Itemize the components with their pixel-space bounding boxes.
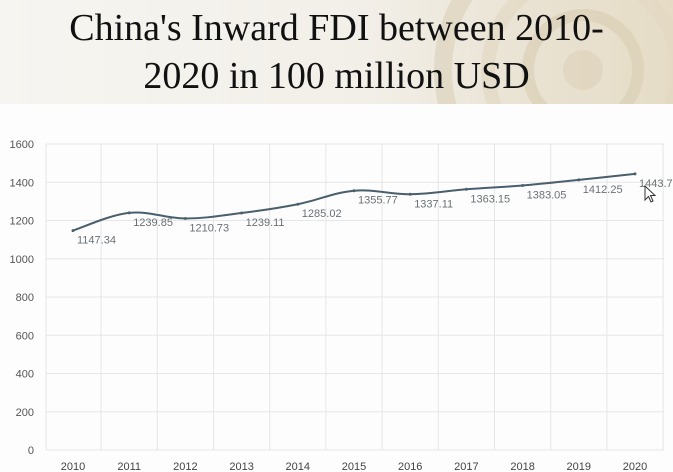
data-point xyxy=(296,202,300,206)
data-point xyxy=(183,216,187,220)
data-point xyxy=(352,189,356,193)
y-tick-label: 1600 xyxy=(10,139,34,151)
chart-panel: 0 200 400 600 800 1000 1200 1400 1600 2010 2011 201… xyxy=(0,104,673,472)
data-point xyxy=(408,192,412,196)
data-label: 1239.85 xyxy=(133,217,173,229)
x-tick-label: 2012 xyxy=(173,461,197,472)
data-label: 1210.73 xyxy=(189,222,229,234)
y-tick-label: 800 xyxy=(16,292,34,304)
data-point xyxy=(464,187,468,191)
data-point xyxy=(577,178,581,182)
x-tick-label: 2014 xyxy=(286,461,310,472)
data-point xyxy=(71,229,75,233)
x-tick-label: 2017 xyxy=(454,461,478,472)
x-tick-label: 2016 xyxy=(398,461,422,472)
y-tick-label: 1000 xyxy=(10,254,34,266)
x-tick-label: 2013 xyxy=(229,461,253,472)
x-tick-label: 2020 xyxy=(623,461,647,472)
x-tick-label: 2018 xyxy=(510,461,534,472)
y-tick-label: 0 xyxy=(28,445,34,457)
x-tick-label: 2011 xyxy=(117,461,141,472)
y-tick-label: 600 xyxy=(16,330,34,342)
mouse-pointer-icon xyxy=(644,185,657,203)
fdi-line-chart: 0 200 400 600 800 1000 1200 1400 1600 2010 2011 201… xyxy=(10,139,673,472)
data-label: 1285.02 xyxy=(302,208,342,220)
data-label: 1412.25 xyxy=(583,184,623,196)
slide-title: China's Inward FDI between 2010- 2020 in… xyxy=(0,4,673,100)
data-label: 1147.34 xyxy=(77,235,116,247)
y-tick-label: 1400 xyxy=(10,177,34,189)
data-point xyxy=(240,211,244,215)
y-tick-label: 400 xyxy=(16,369,34,381)
title-line-1: China's Inward FDI between 2010- xyxy=(69,7,604,49)
x-tick-label: 2010 xyxy=(61,461,85,472)
data-point xyxy=(521,183,525,187)
data-label: 1443.7 xyxy=(639,178,673,190)
data-label: 1355.77 xyxy=(358,195,398,207)
title-line-2: 2020 in 100 million USD xyxy=(143,55,530,97)
data-label: 1383.05 xyxy=(527,189,567,201)
data-label: 1239.11 xyxy=(246,217,285,229)
y-tick-label: 1200 xyxy=(10,216,34,228)
slide-header: China's Inward FDI between 2010- 2020 in… xyxy=(0,0,673,104)
data-point xyxy=(633,172,637,176)
y-tick-label: 200 xyxy=(16,407,34,419)
decorative-swirl xyxy=(434,0,673,104)
data-label: 1337.11 xyxy=(414,198,453,210)
x-tick-label: 2019 xyxy=(567,461,591,472)
x-tick-label: 2015 xyxy=(342,461,366,472)
data-label: 1363.15 xyxy=(470,193,510,205)
data-point xyxy=(127,211,131,215)
